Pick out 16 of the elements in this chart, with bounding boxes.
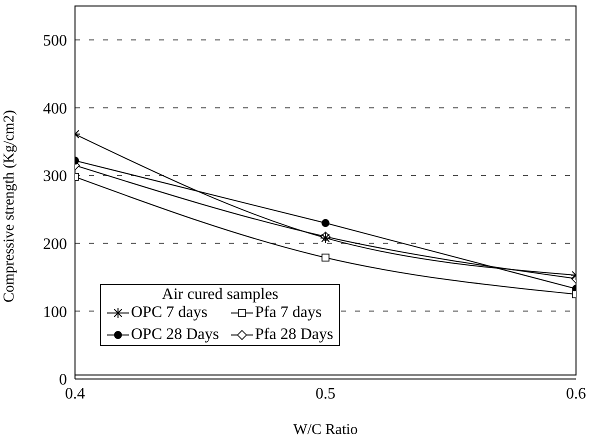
y-tick-label: 0 [59,372,67,389]
y-tick-label: 400 [43,100,67,118]
y-tick-label: 100 [43,304,67,321]
y-tick-label: 500 [43,32,67,50]
x-tick-label: 0.4 [65,385,85,402]
x-tick-label: 0.5 [316,385,336,402]
x-tick-label: 0.6 [566,385,586,402]
y-tick-label: 200 [43,236,67,254]
legend-label: OPC 28 Days [131,326,220,344]
y-tick-label: 300 [43,168,67,186]
legend-label: OPC 7 days [131,304,208,322]
x-axis-title: W/C Ratio [293,422,358,438]
y-axis-title: Compressive strength (Kg/cm2) [1,110,18,302]
legend-label: Pfa 7 days [255,304,322,322]
legend-label: Pfa 28 Days [255,326,334,344]
legend-title: Air cured samples [160,286,280,304]
